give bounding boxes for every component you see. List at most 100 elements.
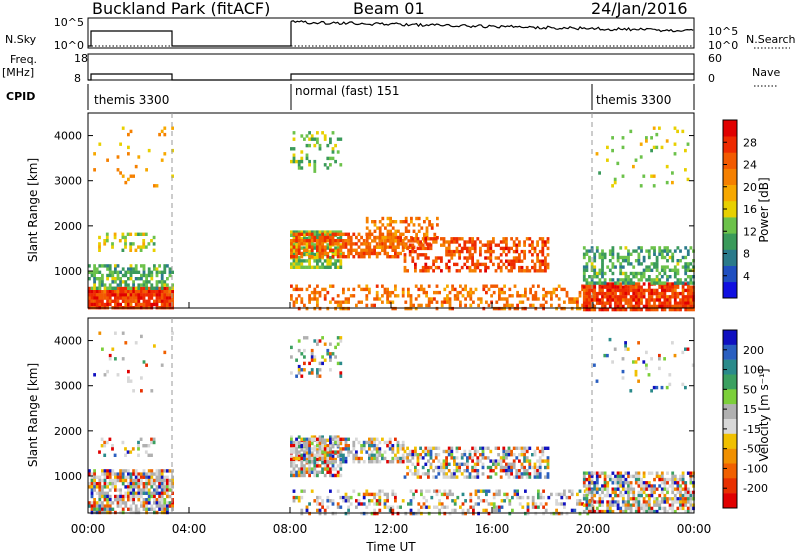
power-cell-r1 xyxy=(140,273,143,278)
velocity-cell-r8 xyxy=(671,477,675,482)
power-cell-r0 xyxy=(124,296,128,300)
power-cell-r10 xyxy=(658,285,662,289)
velocity-cell-r5 xyxy=(481,472,485,476)
velocity-cell-r3 xyxy=(295,464,298,468)
velocity-cell-r8 xyxy=(684,500,688,504)
power-cell-r3 xyxy=(116,155,120,159)
power-cell-r8 xyxy=(524,294,527,298)
velocity-cell-r8 xyxy=(588,471,591,475)
velocity-cell-r4 xyxy=(326,453,330,457)
power-cell-r6 xyxy=(430,226,434,230)
velocity-cell-r0 xyxy=(145,507,148,511)
velocity-cell-r2 xyxy=(140,389,143,393)
power-cell-r0 xyxy=(114,296,117,300)
power-cell-r10 xyxy=(676,307,680,312)
power-cell-r1 xyxy=(103,283,107,287)
velocity-cell-r0 xyxy=(145,488,148,492)
velocity-cell-r3 xyxy=(305,457,309,462)
velocity-cell-r5 xyxy=(499,456,503,460)
velocity-cell-r0 xyxy=(153,478,156,483)
power-cell-r10 xyxy=(593,295,597,299)
velocity-cell-r6 xyxy=(339,495,343,500)
velocity-cell-r6 xyxy=(472,508,475,513)
power-cell-r7 xyxy=(463,246,467,251)
power-cell-r10 xyxy=(637,298,641,302)
power-cell-r8 xyxy=(503,303,506,308)
velocity-cell-r4 xyxy=(401,460,405,464)
velocity-cell-r6 xyxy=(438,502,441,506)
power-cell-r1 xyxy=(108,270,112,274)
power-cell-r5 xyxy=(355,235,358,240)
power-cell-r7 xyxy=(476,259,480,263)
power-cell-r3 xyxy=(121,126,125,130)
velocity-cell-r7 xyxy=(297,339,301,343)
power-cell-r1 xyxy=(166,277,169,281)
power-cell-r6 xyxy=(428,220,431,224)
velocity-cell-r6 xyxy=(420,492,423,497)
velocity-cell-r6 xyxy=(370,499,374,503)
power-cell-r0 xyxy=(132,293,135,297)
velocity-cell-r5 xyxy=(502,456,506,460)
power-cell-r8 xyxy=(448,297,452,301)
power-cell-r1 xyxy=(111,273,115,278)
power-cell-r7 xyxy=(525,237,529,241)
velocity-cell-r6 xyxy=(417,511,421,516)
power-cell-r5 xyxy=(323,239,327,243)
power-cell-r2 xyxy=(124,242,127,246)
velocity-cell-r0 xyxy=(90,482,94,486)
velocity-cell-r5 xyxy=(479,459,482,463)
power-cell-r11 xyxy=(676,246,680,250)
velocity-cell-r0 xyxy=(160,507,164,511)
power-cell-r10 xyxy=(627,285,630,289)
velocity-cell-r3 xyxy=(323,473,327,478)
power-cell-r6 xyxy=(417,223,421,227)
velocity-cell-r5 xyxy=(406,459,409,463)
velocity-cell-r0 xyxy=(166,482,169,486)
power-cell-r1 xyxy=(106,286,109,290)
power-cell-r7 xyxy=(427,265,430,270)
power-cell-r0 xyxy=(88,302,91,307)
power-cell-r8 xyxy=(362,287,366,292)
power-cell-r11 xyxy=(658,252,662,256)
velocity-cell-r8 xyxy=(645,509,649,514)
velocity-cell-r0 xyxy=(129,485,133,489)
velocity-cell-r6 xyxy=(495,508,499,513)
power-cell-r12 xyxy=(650,136,653,140)
velocity-cell-r0 xyxy=(168,504,172,508)
velocity-cell-r0 xyxy=(163,469,167,473)
power-cell-r2 xyxy=(137,245,140,249)
velocity-cell-r8 xyxy=(627,503,630,507)
velocity-cell-r8 xyxy=(624,509,628,514)
power-cell-r7 xyxy=(541,243,545,247)
power-cell-r11 xyxy=(689,281,693,285)
power-cell-r10 xyxy=(634,285,638,289)
velocity-cell-r2 xyxy=(140,334,143,339)
power-cell-r10 xyxy=(668,282,672,286)
power-cell-r7 xyxy=(463,256,467,260)
velocity-cell-r3 xyxy=(318,441,322,446)
velocity-cell-r8 xyxy=(642,509,646,514)
power-cell-r0 xyxy=(90,299,94,303)
power-cell-r10 xyxy=(686,285,690,289)
power-cell-r0 xyxy=(106,302,109,307)
velocity-cell-r8 xyxy=(595,490,599,495)
power-cell-r11 xyxy=(619,255,623,260)
velocity-cell-r8 xyxy=(606,500,610,504)
power-cell-r8 xyxy=(513,284,517,288)
velocity-cell-r6 xyxy=(430,495,434,500)
power-cell-r11 xyxy=(611,262,615,266)
power-cell-r11 xyxy=(598,255,602,260)
power-cell-r5 xyxy=(292,245,296,249)
power-cell-r7 xyxy=(411,237,415,241)
power-cell-r10 xyxy=(653,304,656,309)
velocity-cell-r2 xyxy=(106,369,109,374)
velocity-cell-r0 xyxy=(93,469,96,473)
power-cell-r12 xyxy=(686,142,690,146)
power-cell-r6 xyxy=(365,236,369,240)
velocity-cell-r0 xyxy=(150,504,154,508)
velocity-cell-r6 xyxy=(534,505,538,509)
velocity-cell-r9 xyxy=(606,353,609,358)
velocity-cell-r8 xyxy=(624,477,628,482)
power-cell-r0 xyxy=(134,302,138,307)
velocity-cell-r0 xyxy=(147,491,151,495)
